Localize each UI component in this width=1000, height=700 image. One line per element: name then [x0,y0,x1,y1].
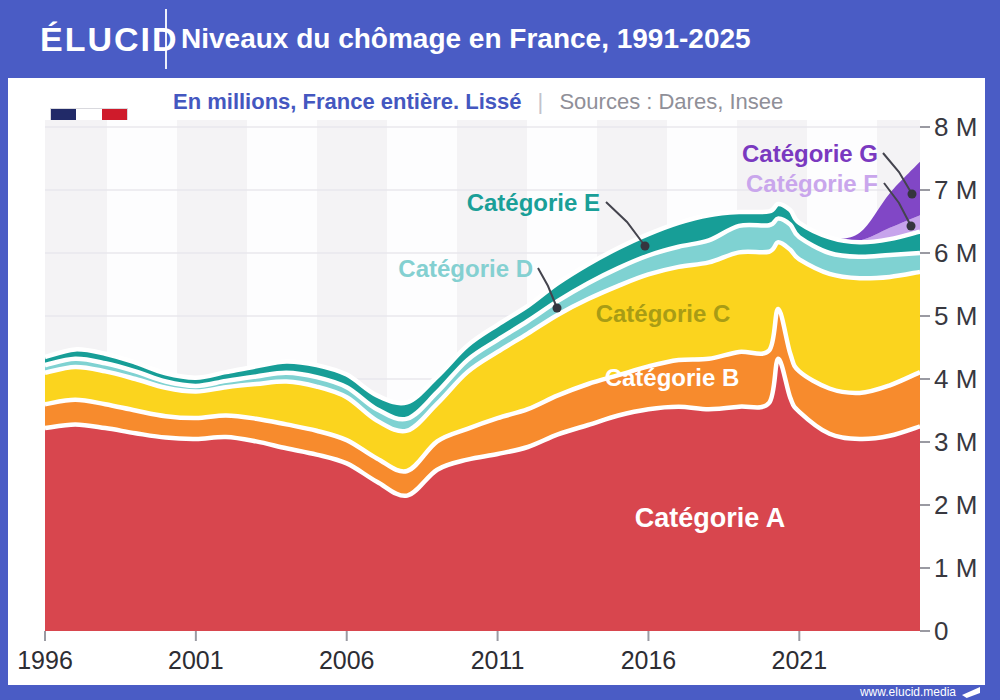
leader-dot-f [907,222,916,231]
footer-url: www.elucid.media [860,685,956,700]
x-axis-label: 2011 [450,645,546,675]
y-axis-label: 1 M [934,553,994,583]
label-categorie-c: Catégorie C [553,300,773,328]
x-axis-label: 1996 [0,645,93,675]
y-axis-label: 0 [934,616,994,646]
y-axis-label: 4 M [934,364,994,394]
label-categorie-b: Catégorie B [572,364,772,392]
infographic-page: ÉLUCID Niveaux du chômage en France, 199… [0,0,1000,700]
leader-dot-g [908,190,917,199]
unemployment-stacked-area-chart [0,0,1000,700]
x-axis-label: 2021 [751,645,847,675]
y-axis-label: 2 M [934,490,994,520]
leader-dot-e [641,242,650,251]
x-axis-label: 2001 [148,645,244,675]
label-categorie-d: Catégorie D [333,255,533,283]
elucid-flag-icon [962,687,980,698]
y-axis-label: 5 M [934,301,994,331]
label-categorie-g: Catégorie G [678,140,878,168]
y-axis-label: 6 M [934,238,994,268]
label-categorie-a: Catégorie A [600,503,820,534]
footer-bar: www.elucid.media [0,685,1000,700]
y-axis-label: 3 M [934,427,994,457]
label-categorie-f: Catégorie F [678,170,878,198]
x-axis-label: 2006 [299,645,395,675]
x-axis-label: 2016 [600,645,696,675]
y-axis-label: 7 M [934,175,994,205]
label-categorie-e: Catégorie E [400,189,600,217]
y-axis-label: 8 M [934,112,994,142]
